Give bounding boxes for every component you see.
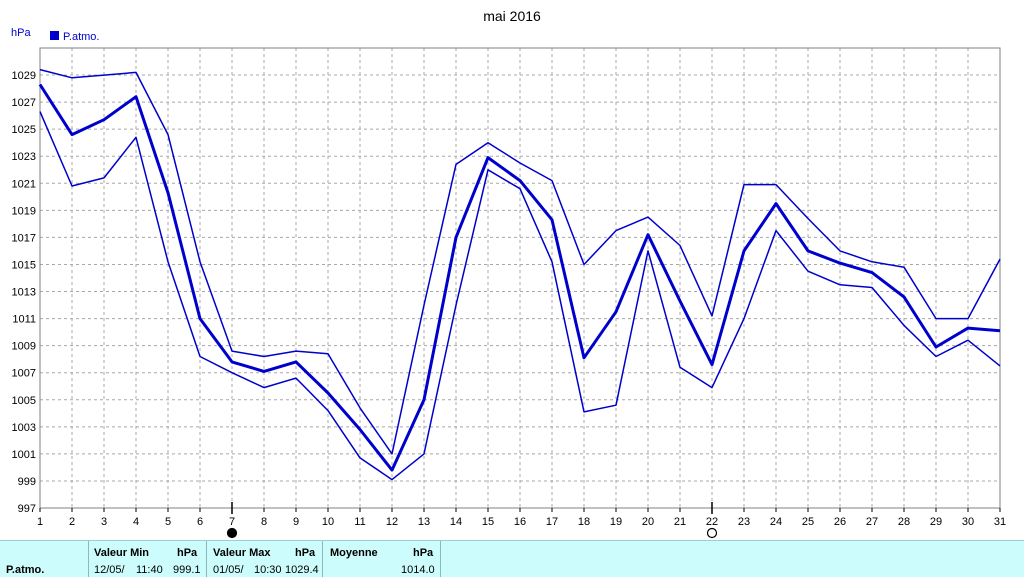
stats-min-unit: hPa [177, 547, 198, 559]
y-tick-label: 1027 [12, 97, 36, 109]
x-tick-label: 7 [229, 516, 235, 528]
stats-series-name: P.atmo. [6, 564, 45, 576]
x-tick-label: 16 [514, 516, 526, 528]
y-tick-label: 1013 [12, 287, 36, 299]
grid [40, 48, 1000, 508]
stats-empty-cell [440, 541, 442, 577]
stats-min-cell: Valeur Min hPa 12/05/ 11:40 999.1 [88, 541, 207, 577]
stats-min-date: 12/05/ [94, 564, 125, 576]
x-tick-label: 5 [165, 516, 171, 528]
x-tick-label: 12 [386, 516, 398, 528]
x-tick-label: 1 [37, 516, 43, 528]
y-tick-label: 1001 [12, 449, 36, 461]
x-tick-label: 6 [197, 516, 203, 528]
series-line-avg [38, 83, 1001, 472]
y-tick-label: 1005 [12, 395, 36, 407]
x-tick-label: 26 [834, 516, 846, 528]
y-tick-label: 1021 [12, 178, 36, 190]
x-tick-label: 11 [354, 516, 365, 528]
stats-max-date: 01/05/ [213, 564, 244, 576]
pressure-chart: mai 2016 hPa P.atmo. 997 999 1001 1003 1005 1… [11, 8, 1006, 539]
x-tick-label: 9 [293, 516, 299, 528]
series-line-max [39, 68, 1001, 455]
x-tick-label: 23 [738, 516, 750, 528]
x-tick-label: 13 [418, 516, 430, 528]
x-tick-label: 24 [770, 516, 782, 528]
stats-max-unit: hPa [295, 547, 316, 559]
y-tick-label: 1025 [12, 124, 36, 136]
x-tick-label: 17 [546, 516, 558, 528]
stats-max-value: 1029.4 [285, 564, 319, 576]
x-tick-label: 8 [261, 516, 267, 528]
x-tick-label: 3 [101, 516, 107, 528]
y-tick-label: 1029 [12, 70, 36, 82]
y-tick-label: 1011 [12, 314, 36, 326]
x-tick-label: 27 [866, 516, 878, 528]
x-tick-label: 21 [674, 516, 686, 528]
y-tick-label: 1023 [12, 151, 36, 163]
x-tick-label: 2 [69, 516, 75, 528]
y-tick-label: 1003 [12, 422, 36, 434]
y-tick-label: 1009 [12, 341, 36, 353]
series [38, 68, 1001, 481]
y-tick-label: 1015 [12, 259, 36, 271]
stats-avg-value: 1014.0 [401, 564, 435, 576]
stats-min-value: 999.1 [173, 564, 201, 576]
x-tick-label: 14 [450, 516, 462, 528]
x-tick-label: 10 [322, 516, 334, 528]
full-moon-icon [706, 527, 718, 539]
x-tick-label: 15 [482, 516, 494, 528]
legend-swatch [50, 31, 59, 40]
stats-bar: P.atmo. Valeur Min hPa 12/05/ 11:40 999.… [0, 540, 1024, 577]
stats-avg-header: Moyenne [330, 547, 378, 559]
y-tick-label: 1019 [12, 205, 36, 217]
x-tick-label: 25 [802, 516, 814, 528]
x-tick-label: 18 [578, 516, 590, 528]
stats-max-cell: Valeur Max hPa 01/05/ 10:30 1029.4 [206, 541, 323, 577]
x-tick-label: 19 [610, 516, 622, 528]
y-axis-ticks: 997 999 1001 1003 1005 1007 1009 1011 1013 1015 10… [12, 70, 36, 515]
stats-avg-cell: Moyenne hPa 1014.0 [322, 541, 441, 577]
series-line-min [39, 111, 1001, 481]
y-tick-label: 999 [18, 476, 36, 488]
stats-avg-unit: hPa [413, 547, 434, 559]
stats-min-header: Valeur Min [94, 547, 150, 559]
y-axis-unit: hPa [11, 27, 31, 39]
stats-max-time: 10:30 [254, 564, 282, 576]
x-tick-label: 31 [994, 516, 1006, 528]
x-tick-label: 4 [133, 516, 139, 528]
chart-title: mai 2016 [483, 8, 541, 24]
x-axis-ticks: 1 2 3 4 5 6 7 8 9 10 11 12 13 14 15 16 17 18 19 20 21 22 23 24 2… [37, 508, 1006, 528]
x-tick-label: 22 [706, 516, 718, 528]
stats-min-time: 11:40 [136, 564, 163, 576]
x-tick-label: 29 [930, 516, 942, 528]
y-tick-label: 1007 [12, 368, 36, 380]
y-tick-label: 1017 [12, 232, 36, 244]
x-tick-label: 20 [642, 516, 654, 528]
x-tick-label: 30 [962, 516, 974, 528]
y-tick-label: 997 [18, 503, 36, 515]
x-tick-label: 28 [898, 516, 910, 528]
legend-label: P.atmo. [63, 31, 100, 43]
new-moon-icon [226, 527, 238, 539]
moon-markers [226, 502, 718, 539]
stats-max-header: Valeur Max [213, 547, 271, 559]
